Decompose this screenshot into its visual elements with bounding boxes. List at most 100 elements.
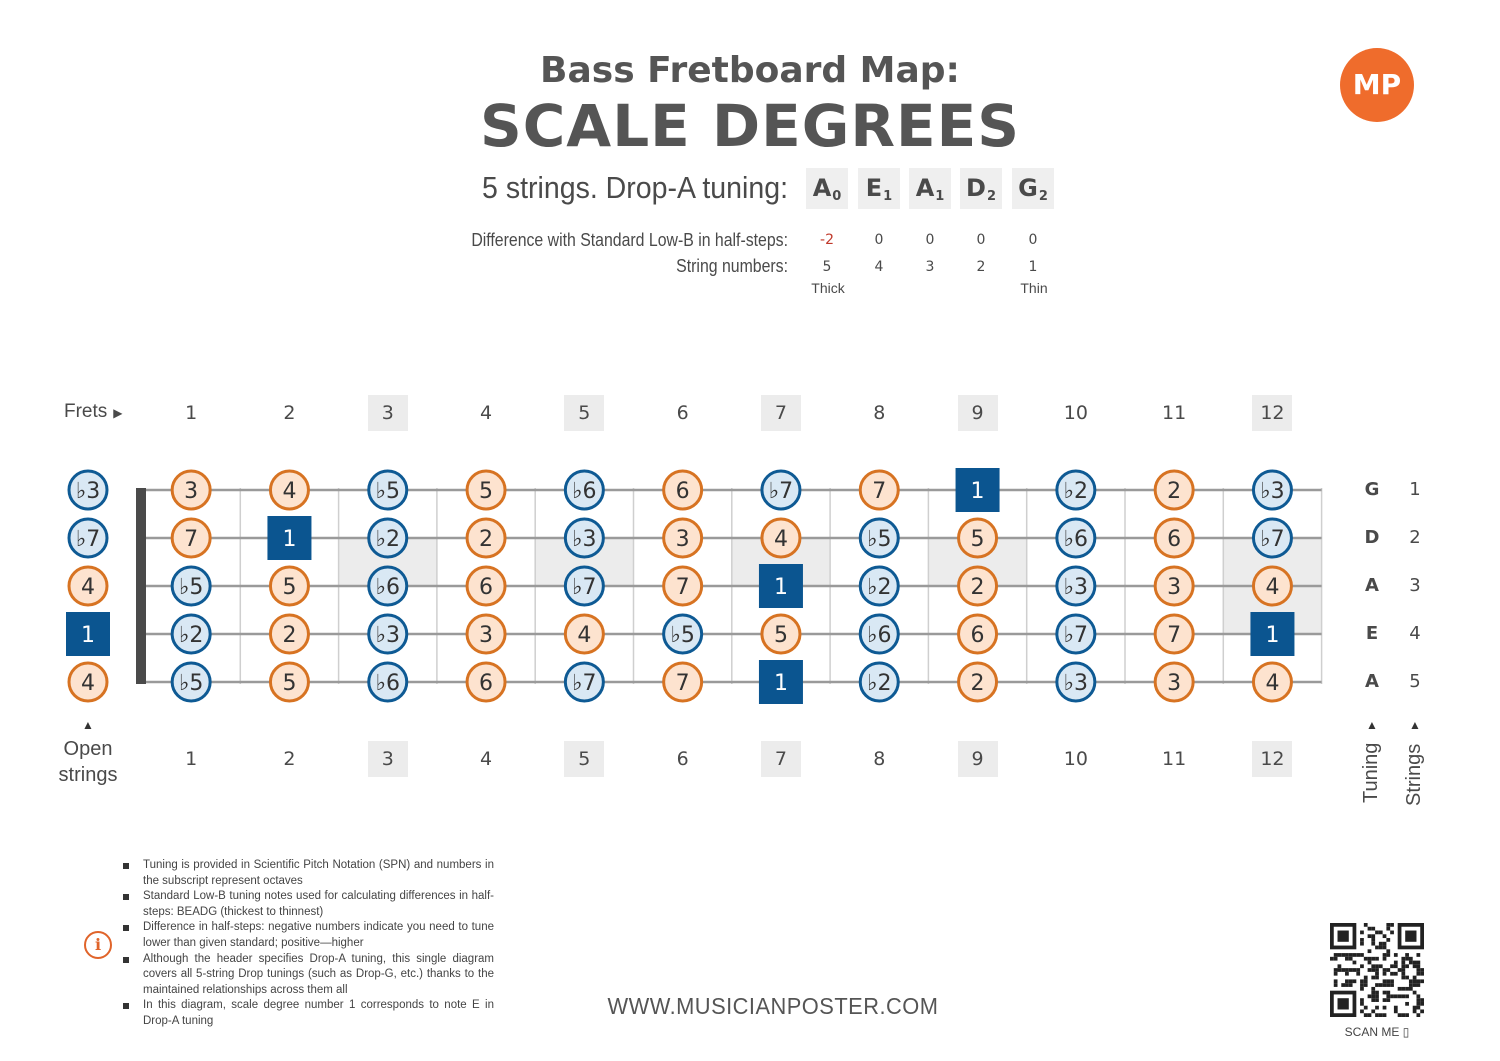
triangle-up-icon: ▲	[1409, 718, 1421, 732]
degree-label: ♭3	[376, 623, 400, 648]
degree-marker: 7	[662, 661, 704, 703]
string-number-value: 5	[822, 259, 832, 275]
degree-label: ♭2	[867, 671, 891, 696]
fret-number: 4	[480, 402, 493, 424]
difference-value: 0	[1028, 232, 1038, 248]
flat-degree-marker: ♭5	[367, 469, 409, 511]
string-number-value: 2	[976, 259, 986, 275]
degree-label: 3	[184, 479, 198, 504]
flat-degree-marker: ♭3	[67, 469, 109, 511]
degree-label: 4	[282, 479, 296, 504]
degree-label: 7	[184, 527, 198, 552]
open-strings-line2: strings	[58, 764, 118, 786]
string-number: 4	[1409, 623, 1421, 644]
flat-degree-marker: ♭6	[367, 565, 409, 607]
degree-label: ♭5	[179, 671, 203, 696]
degree-label: 4	[577, 623, 591, 648]
degree-label: ♭7	[769, 479, 793, 504]
fret-number: 12	[1252, 395, 1293, 431]
fret-number: 3	[367, 395, 408, 431]
string-tuning-letter: G	[1364, 479, 1380, 500]
degree-marker: 5	[465, 469, 507, 511]
string-number-value: 4	[874, 259, 884, 275]
tuning-note-letter: E	[865, 174, 883, 202]
fret-number: 8	[873, 748, 886, 770]
triangle-up-icon: ▲	[1366, 718, 1378, 732]
tuning-note-box: G2	[1012, 168, 1054, 209]
difference-value: 0	[874, 232, 884, 248]
qr-code-icon[interactable]	[1330, 923, 1424, 1017]
fret-number: 1	[185, 402, 198, 424]
degree-label: ♭7	[1064, 623, 1088, 648]
flat-degree-marker: ♭3	[1055, 661, 1097, 703]
flat-degree-marker: ♭6	[563, 469, 605, 511]
degree-marker: 2	[957, 565, 999, 607]
note-item: Standard Low-B tuning notes used for cal…	[120, 889, 494, 920]
page-title: SCALE DEGREES	[479, 92, 1021, 160]
difference-label: Difference with Standard Low-B in half-s…	[471, 230, 788, 250]
logo[interactable]: MP	[1340, 48, 1414, 122]
degree-marker: 4	[268, 469, 310, 511]
flat-degree-marker: ♭6	[858, 613, 900, 655]
fret-number: 1	[185, 748, 198, 770]
string-tuning-letter: A	[1365, 671, 1379, 692]
note-item: Tuning is provided in Scientific Pitch N…	[120, 858, 494, 889]
degree-label: 4	[1265, 575, 1279, 600]
degree-label: ♭5	[670, 623, 694, 648]
degree-label: ♭3	[76, 479, 100, 504]
degree-label: 5	[282, 575, 296, 600]
root-marker: 1	[1250, 612, 1295, 656]
degree-marker: 2	[957, 661, 999, 703]
degree-marker: 3	[170, 469, 212, 511]
flat-degree-marker: ♭6	[367, 661, 409, 703]
degree-label: ♭5	[376, 479, 400, 504]
degree-marker: 4	[67, 661, 109, 703]
phone-icon: ▯	[1402, 1025, 1410, 1039]
flat-degree-marker: ♭7	[1251, 517, 1293, 559]
degree-marker: 2	[465, 517, 507, 559]
degree-label: ♭5	[867, 527, 891, 552]
flat-degree-marker: ♭7	[563, 565, 605, 607]
degree-label: ♭3	[572, 527, 596, 552]
degree-marker: 7	[858, 469, 900, 511]
scan-me-text: SCAN ME	[1344, 1025, 1400, 1039]
fretboard-diagram: ♭3 3 4 ♭5 5 ♭6 6 ♭7 7 1 ♭2 2 ♭3 ♭7 7 1 ♭2 2 ♭3 3 4 ♭5 5 ♭6 6 ♭7 4 ♭…	[66, 468, 1323, 704]
degree-label: 6	[676, 479, 690, 504]
flat-degree-marker: ♭3	[1251, 469, 1293, 511]
degree-marker: 7	[170, 517, 212, 559]
website-link[interactable]: WWW.MUSICIANPOSTER.COM	[607, 993, 939, 1019]
info-icon: i	[84, 931, 112, 959]
fret-number: 8	[873, 402, 886, 424]
flat-degree-marker: ♭5	[662, 613, 704, 655]
fret-number: 3	[367, 741, 408, 777]
degree-label: 1	[774, 671, 788, 696]
degree-marker: 7	[1153, 613, 1195, 655]
open-strings-caption: Open strings	[48, 736, 128, 788]
degree-marker: 5	[957, 517, 999, 559]
string-number: 5	[1409, 671, 1421, 692]
triangle-up-icon: ▲	[82, 718, 94, 732]
degree-label: 1	[971, 479, 985, 504]
flat-degree-marker: ♭7	[1055, 613, 1097, 655]
fret-number: 6	[676, 748, 689, 770]
root-marker: 1	[955, 468, 1000, 512]
degree-label: 7	[1167, 623, 1181, 648]
degree-label: 3	[1167, 671, 1181, 696]
degree-marker: 6	[465, 661, 507, 703]
degree-label: ♭2	[376, 527, 400, 552]
flat-degree-marker: ♭6	[1055, 517, 1097, 559]
fret-number: 9	[957, 395, 998, 431]
flat-degree-marker: ♭2	[170, 613, 212, 655]
degree-label: 4	[81, 575, 95, 600]
fret-number: 7	[760, 395, 801, 431]
tuning-note-octave: 0	[832, 189, 842, 204]
degree-label: ♭7	[1260, 527, 1284, 552]
tuning-note-octave: 1	[883, 189, 893, 204]
degree-label: 6	[971, 623, 985, 648]
degree-label: 2	[971, 671, 985, 696]
flat-degree-marker: ♭2	[367, 517, 409, 559]
flat-degree-marker: ♭2	[858, 565, 900, 607]
flat-degree-marker: ♭3	[1055, 565, 1097, 607]
tuning-note-letter: D	[966, 174, 986, 202]
degree-label: 4	[774, 527, 788, 552]
